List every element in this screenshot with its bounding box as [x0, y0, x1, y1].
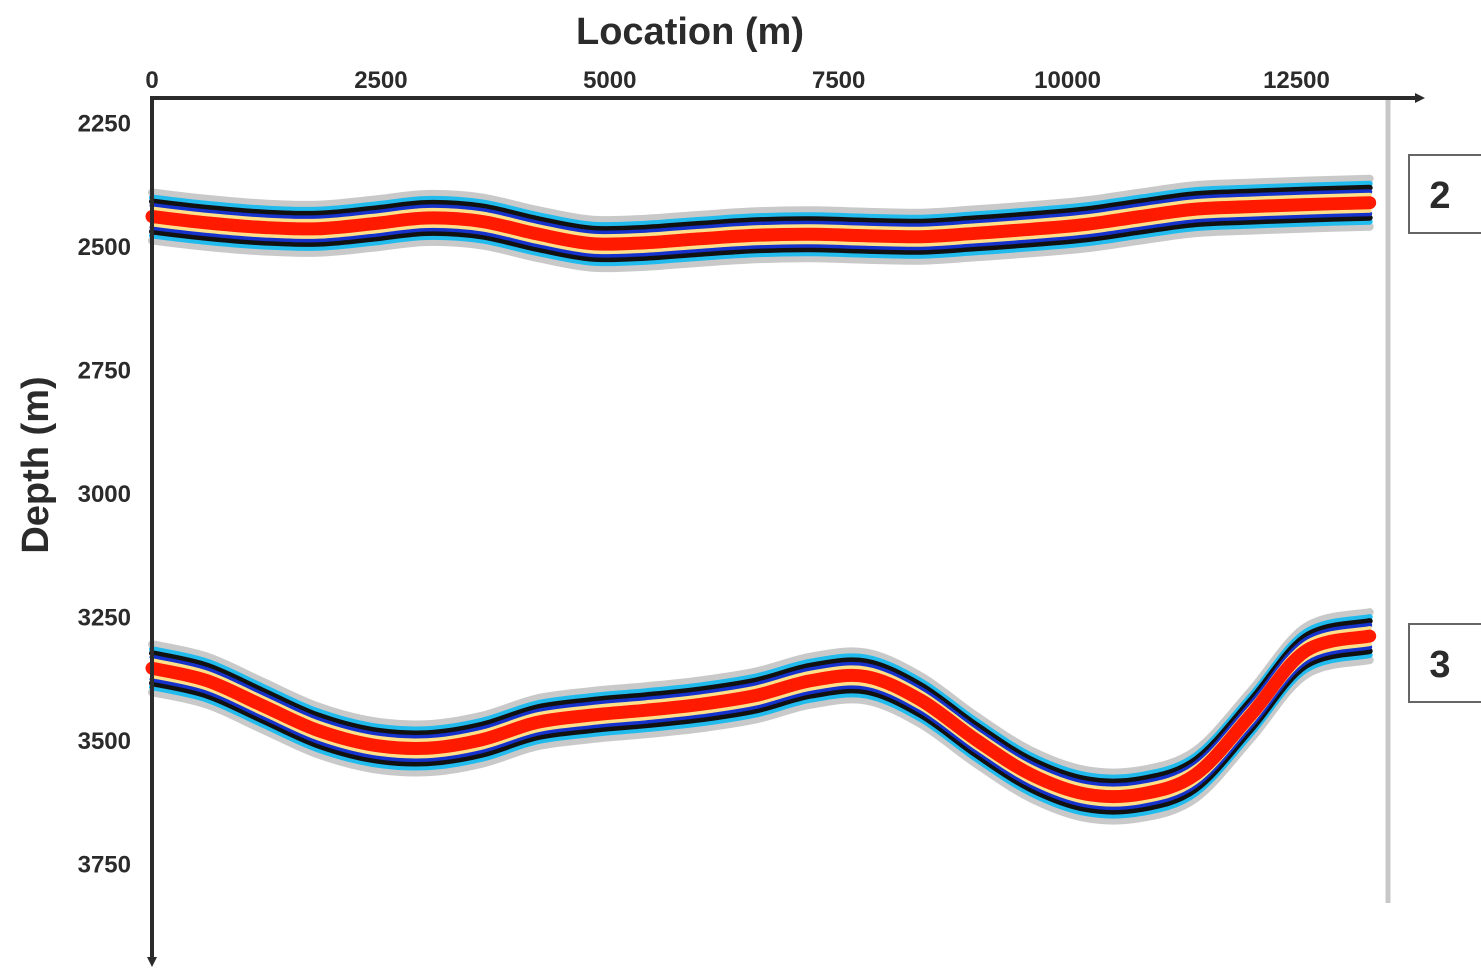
horizon-3-point — [535, 721, 539, 725]
horizon-2-point — [480, 219, 484, 223]
horizon-3-point — [1194, 772, 1198, 776]
horizon-2-point — [864, 234, 868, 238]
horizon-3-point — [425, 746, 429, 750]
y-axis-title: Depth (m) — [15, 376, 57, 553]
horizon-2-point — [1249, 205, 1253, 209]
horizon-3-point — [1304, 649, 1308, 653]
horizon-2-point — [1084, 222, 1088, 226]
horizon-3-point — [699, 702, 703, 706]
horizon-2-point — [1139, 214, 1143, 218]
horizon-3-point — [809, 679, 813, 683]
horizon-line-3 — [145, 629, 1377, 804]
horizon-3-point — [1029, 772, 1033, 776]
horizon-3-point — [260, 703, 264, 707]
x-tick-label: 0 — [145, 67, 158, 94]
horizon-band-3 — [150, 626, 1372, 791]
horizon-label-box-2: 2 — [1408, 154, 1481, 234]
y-tick-label: 2500 — [78, 234, 131, 261]
horizon-series — [145, 174, 1377, 825]
x-tick-label: 2500 — [354, 67, 407, 94]
horizon-3-point — [480, 738, 484, 742]
x-tick-label: 10000 — [1034, 67, 1101, 94]
horizon-3-point — [974, 738, 978, 742]
horizon-band-3 — [148, 608, 1374, 777]
horizon-band-3 — [150, 642, 1372, 807]
y-tick-labels: 2250 2500 2750 3000 3250 3500 3750 — [78, 111, 131, 879]
horizon-band-2 — [149, 180, 1373, 229]
horizon-band-3 — [149, 652, 1373, 819]
horizon-3-point — [864, 675, 868, 679]
horizon-2-point — [1304, 203, 1308, 207]
horizon-band-2 — [149, 214, 1373, 263]
horizon-band-2 — [148, 222, 1374, 273]
horizon-2-point — [260, 225, 264, 229]
y-tick-label: 3000 — [78, 481, 131, 508]
horizon-2-point — [974, 231, 978, 235]
y-tick-label: 3750 — [78, 851, 131, 878]
horizon-band-2 — [150, 192, 1372, 239]
horizon-band-3 — [149, 644, 1373, 811]
horizon-2-point — [1194, 207, 1198, 211]
horizon-band-2 — [148, 174, 1374, 225]
horizon-3-point — [644, 708, 648, 712]
horizon-band-2 — [149, 218, 1373, 267]
horizon-3-point — [205, 679, 209, 683]
horizon-band-3 — [148, 656, 1374, 825]
y-tick-label: 3250 — [78, 604, 131, 631]
horizon-2-point — [589, 242, 593, 246]
horizon-3-point — [754, 693, 758, 697]
horizon-2-point — [370, 222, 374, 226]
horizon-3-point — [1249, 713, 1253, 717]
horizon-label-3: 3 — [1429, 644, 1450, 686]
horizon-2-point — [699, 237, 703, 241]
horizon-2-point — [644, 241, 648, 245]
horizon-band-2 — [149, 211, 1373, 258]
x-axis-title: Location (m) — [576, 11, 804, 53]
horizon-label-box-3: 3 — [1408, 623, 1481, 703]
horizon-2-point — [754, 233, 758, 237]
horizon-band-2 — [149, 184, 1373, 233]
y-tick-label: 2750 — [78, 358, 131, 385]
horizon-label-2: 2 — [1429, 175, 1450, 217]
horizon-3-point — [315, 728, 319, 732]
horizon-2-point — [1029, 227, 1033, 231]
horizon-3-point — [589, 713, 593, 717]
horizon-3-point — [370, 743, 374, 747]
horizon-2-point — [1368, 201, 1372, 205]
horizon-2-point — [919, 235, 923, 239]
horizon-2-point — [315, 227, 319, 231]
horizon-series-2 — [145, 174, 1377, 273]
horizon-3-point — [1084, 792, 1088, 796]
horizon-2-point — [809, 232, 813, 236]
y-tick-label: 3500 — [78, 728, 131, 755]
horizon-band-3 — [149, 648, 1373, 815]
x-tick-label: 12500 — [1263, 67, 1330, 94]
x-tick-label: 7500 — [812, 67, 865, 94]
horizon-2-point — [205, 221, 209, 225]
horizon-2-point — [425, 216, 429, 220]
x-tick-label: 5000 — [583, 67, 636, 94]
horizon-band-3 — [149, 618, 1373, 785]
horizon-3-point — [919, 698, 923, 702]
horizon-band-3 — [149, 614, 1373, 781]
x-tick-labels: 0 2500 5000 7500 10000 12500 — [145, 67, 1329, 94]
horizon-band-2 — [149, 189, 1373, 236]
horizon-line-2 — [145, 196, 1377, 251]
horizon-band-2 — [150, 208, 1372, 255]
horizon-2-point — [535, 232, 539, 236]
y-tick-label: 2250 — [78, 111, 131, 138]
horizon-3-point — [1139, 792, 1143, 796]
horizon-series-3 — [145, 608, 1377, 825]
horizon-3-point — [1368, 634, 1372, 638]
horizon-band-3 — [149, 622, 1373, 789]
